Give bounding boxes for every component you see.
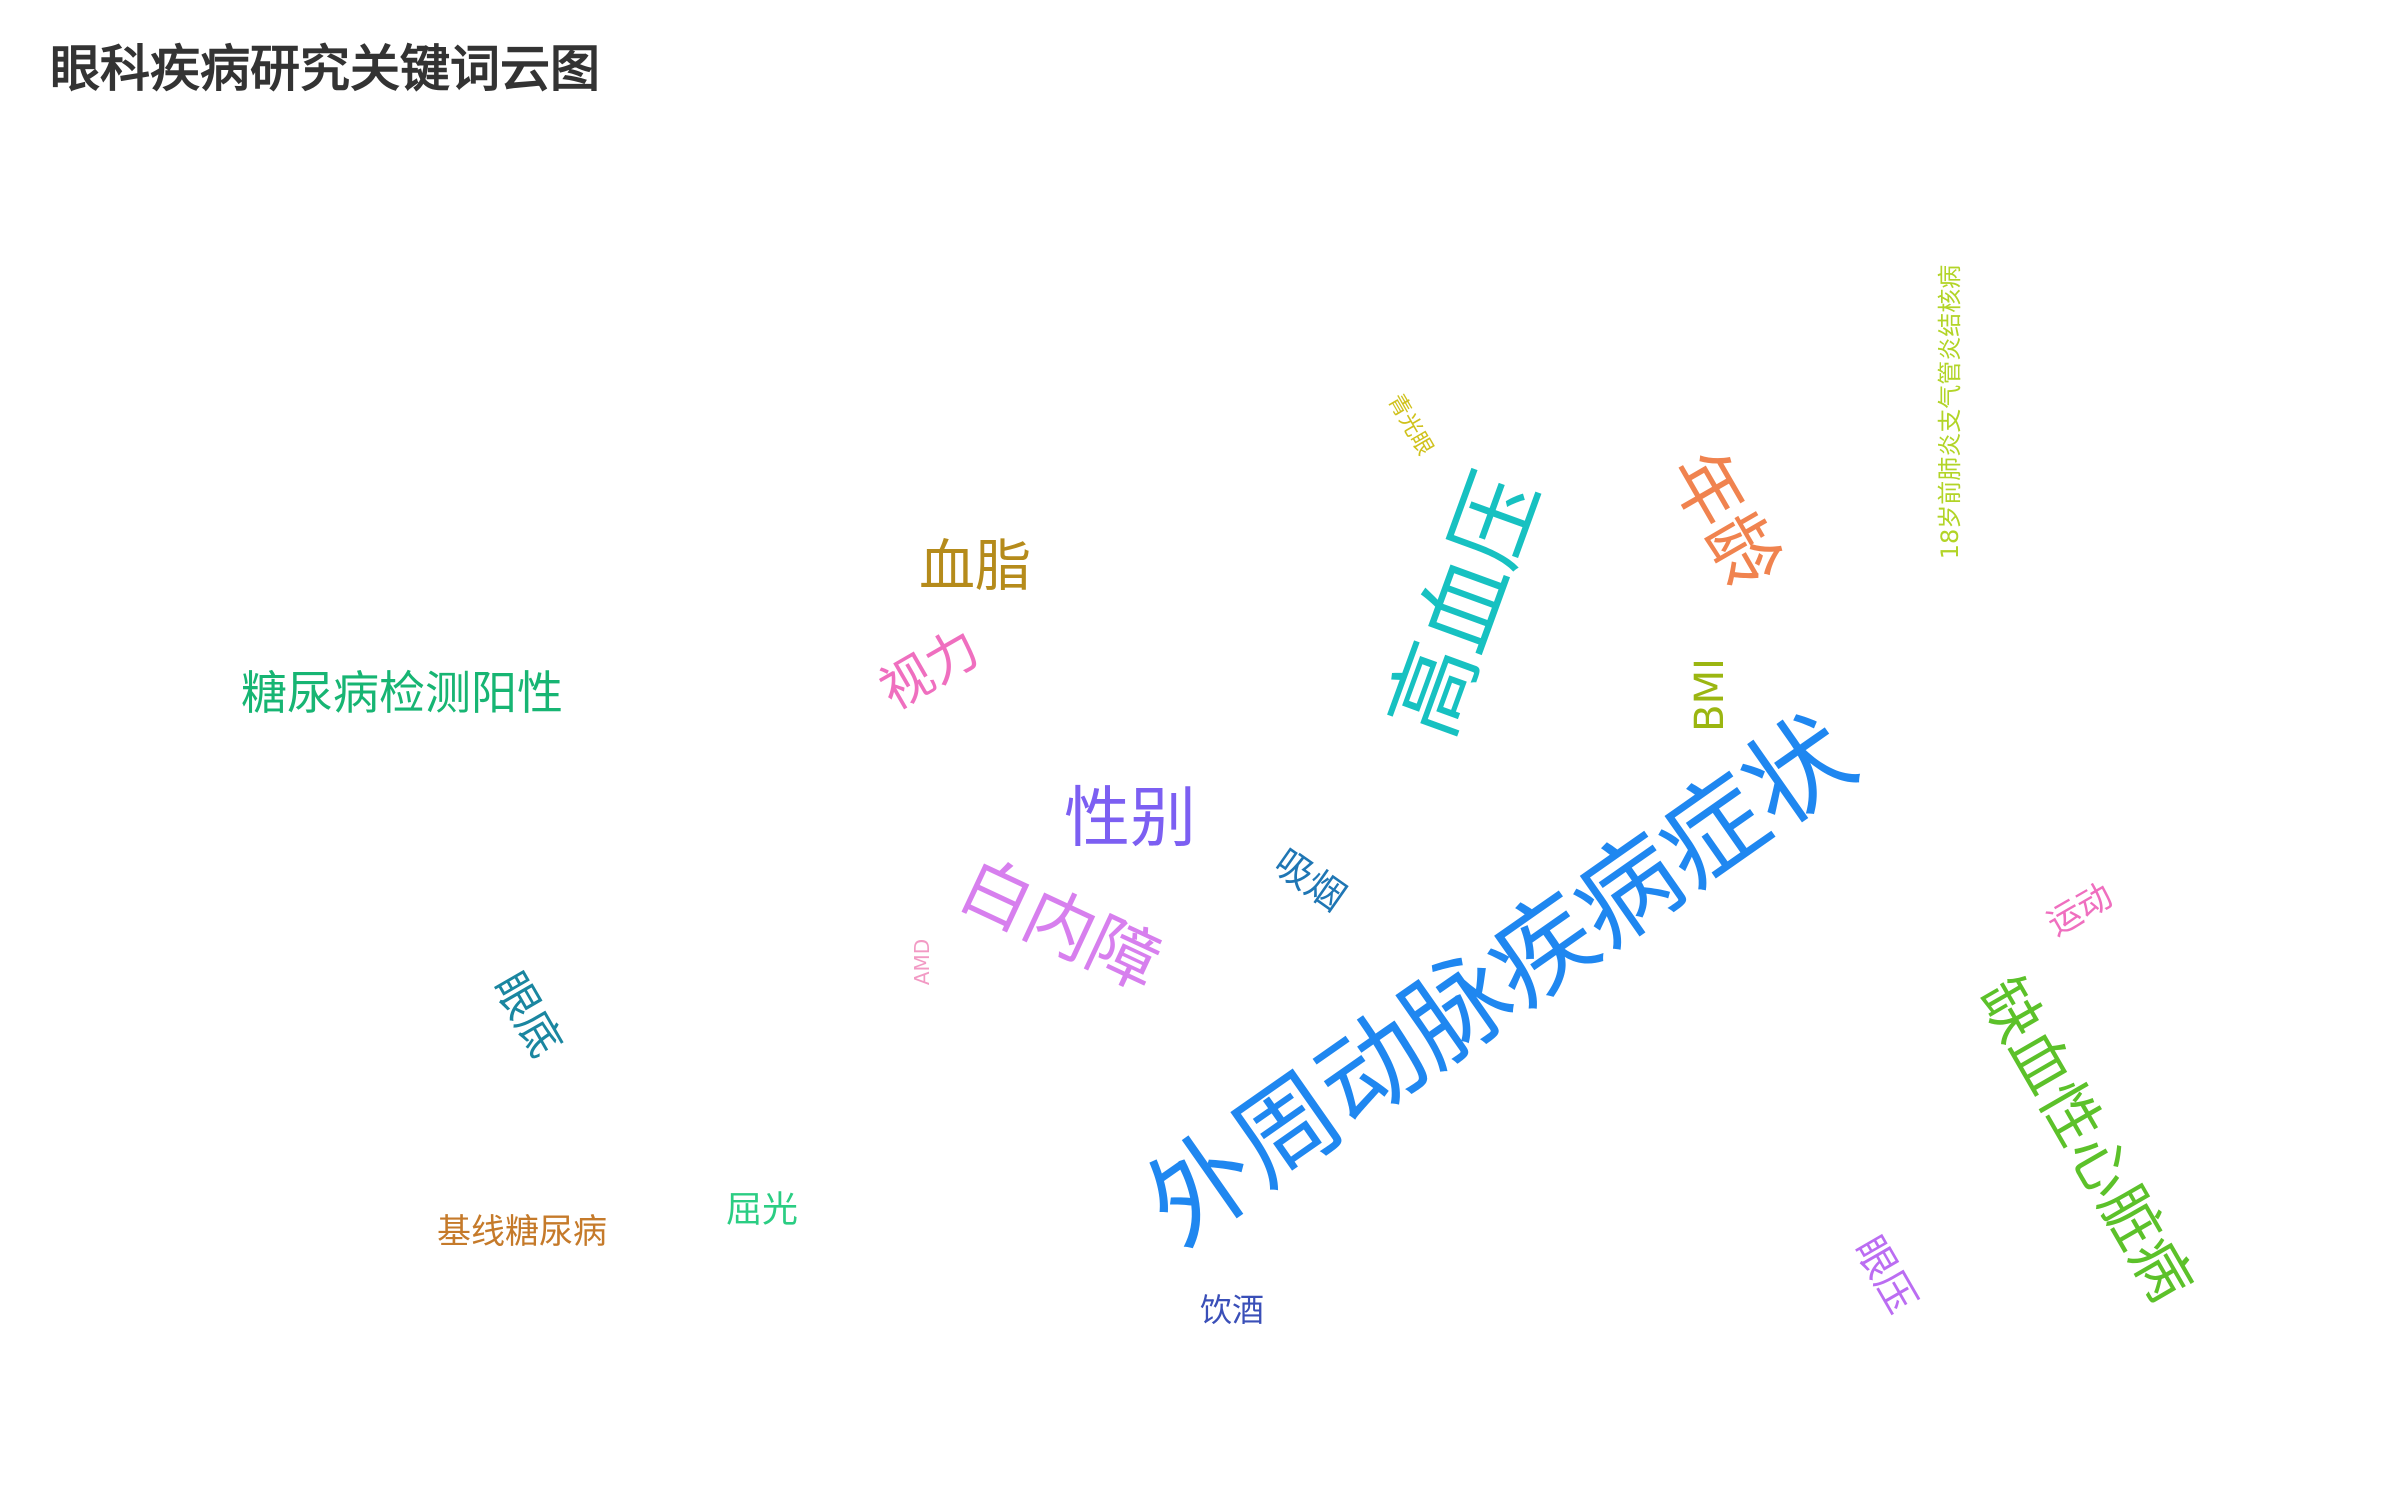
cloud-word: 白内障 (948, 843, 1173, 1006)
cloud-word: 高血压 (1369, 460, 1560, 750)
cloud-word: 吸烟 (1266, 840, 1354, 920)
page-title: 眼科疾病研究关键词云图 (50, 40, 600, 98)
cloud-word: 年龄 (1653, 437, 1798, 604)
cloud-word: 眼压 (1845, 1229, 1925, 1321)
cloud-word: 眼底 (483, 964, 571, 1066)
cloud-word: 基线糖尿病 (437, 1212, 607, 1252)
cloud-word: 运动 (2041, 876, 2120, 945)
cloud-word: 血脂 (919, 535, 1031, 600)
cloud-word: 屈光 (726, 1190, 798, 1231)
cloud-word: 性别 (1064, 780, 1196, 857)
cloud-word: BMI (1687, 658, 1733, 732)
cloud-word: 视力 (870, 618, 990, 722)
cloud-word: 缺血性心脏病 (1965, 967, 2206, 1314)
cloud-word: 饮酒 (1200, 1291, 1264, 1329)
cloud-word: AMD (910, 939, 934, 985)
cloud-word: 青光眼 (1383, 390, 1438, 460)
cloud-word: 糖尿病检测阳性 (241, 666, 563, 720)
cloud-word: 外周动脉疾病症状 (1124, 691, 1876, 1268)
cloud-word: 18岁前肺炎支气管炎结核病 (1936, 265, 1964, 560)
